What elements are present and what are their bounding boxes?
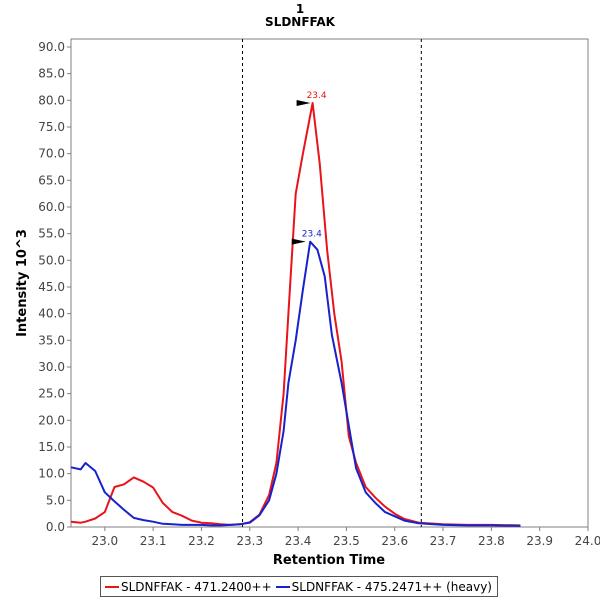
legend-item-light: SLDNFFAK - 471.2400++	[105, 580, 272, 594]
y-tick-label: 85.0	[38, 67, 65, 81]
y-tick-label: 90.0	[38, 40, 65, 54]
y-axis-title: Intensity 10^3	[15, 229, 30, 337]
y-tick-label: 40.0	[38, 307, 65, 321]
y-tick-label: 80.0	[38, 93, 65, 107]
peak-label: 23.4	[307, 91, 327, 101]
y-tick-label: 55.0	[38, 227, 65, 241]
x-tick-label: 23.1	[140, 534, 167, 548]
y-tick-label: 45.0	[38, 280, 65, 294]
y-tick-label: 0.0	[46, 520, 65, 534]
peak-annotations: 23.4 23.4	[292, 91, 327, 245]
series-line-0	[71, 103, 520, 525]
y-tick-label: 15.0	[38, 440, 65, 454]
legend: SLDNFFAK - 471.2400++ SLDNFFAK - 475.247…	[100, 576, 498, 597]
y-tick-label: 10.0	[38, 467, 65, 481]
series-lines	[71, 103, 520, 526]
x-tick-label: 23.2	[188, 534, 215, 548]
x-tick-label: 23.4	[285, 534, 312, 548]
legend-label-heavy: SLDNFFAK - 475.2471++ (heavy)	[292, 580, 492, 594]
y-tick-label: 50.0	[38, 253, 65, 267]
y-tick-label: 20.0	[38, 413, 65, 427]
y-tick-label: 25.0	[38, 387, 65, 401]
y-tick-label: 70.0	[38, 147, 65, 161]
chart-subtitle: SLDNFFAK	[265, 15, 336, 29]
peak-label: 23.4	[302, 230, 322, 240]
legend-swatch-heavy	[276, 586, 290, 588]
x-tick-label: 23.5	[333, 534, 360, 548]
legend-swatch-light	[105, 586, 119, 588]
y-tick-label: 65.0	[38, 173, 65, 187]
legend-item-heavy: SLDNFFAK - 475.2471++ (heavy)	[276, 580, 492, 594]
y-tick-label: 5.0	[46, 493, 65, 507]
plot-area	[71, 39, 588, 527]
y-tick-label: 60.0	[38, 200, 65, 214]
x-axis: 23.0 23.1 23.2 23.3 23.4 23.5 23.6 23.7 23.8 23.9…	[91, 527, 600, 548]
y-axis: 0.0 5.0 10.0 15.0 20.0 25.0 30.0 35.0 40.0 45.0 50…	[38, 40, 71, 534]
x-tick-label: 23.0	[91, 534, 118, 548]
y-tick-label: 75.0	[38, 120, 65, 134]
legend-label-light: SLDNFFAK - 471.2400++	[121, 580, 272, 594]
y-tick-label: 35.0	[38, 333, 65, 347]
y-tick-label: 30.0	[38, 360, 65, 374]
x-tick-label: 23.7	[430, 534, 457, 548]
x-axis-title: Retention Time	[273, 553, 385, 568]
x-tick-label: 23.8	[478, 534, 505, 548]
x-tick-label: 23.6	[381, 534, 408, 548]
integration-bounds	[243, 39, 422, 527]
series-line-1	[71, 242, 520, 526]
x-tick-label: 23.9	[526, 534, 553, 548]
x-tick-label: 23.3	[236, 534, 263, 548]
x-tick-label: 24.0	[575, 534, 600, 548]
chart-title: 1	[296, 2, 304, 16]
